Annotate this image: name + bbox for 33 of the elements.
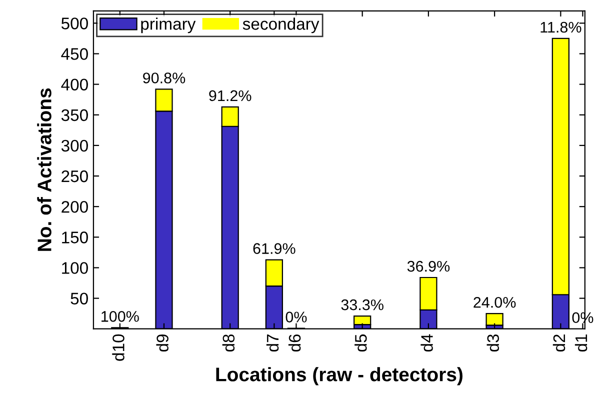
y-tick-label: 100 bbox=[62, 262, 88, 274]
annotation: 11.8% bbox=[540, 22, 582, 33]
y-tick-label: 300 bbox=[61, 140, 88, 152]
annotation: 90.8% bbox=[143, 72, 186, 84]
annotation: 0% bbox=[286, 312, 307, 322]
x-tick-label: d7 bbox=[266, 334, 279, 352]
annotation: 24.0% bbox=[474, 296, 516, 308]
y-tick-label: 50 bbox=[70, 292, 88, 304]
x-tick-label: d8 bbox=[222, 334, 235, 352]
x-tick-label: d10 bbox=[112, 334, 124, 361]
annotation: 91.2% bbox=[209, 90, 252, 102]
annotation: 61.9% bbox=[253, 243, 296, 254]
y-tick-label: 400 bbox=[61, 78, 88, 91]
x-tick-label: d4 bbox=[420, 334, 433, 352]
y-tick-label: 250 bbox=[62, 170, 88, 182]
annotation: 36.9% bbox=[407, 260, 450, 272]
y-tick-label: 350 bbox=[61, 109, 88, 122]
x-tick-label: d5 bbox=[354, 334, 367, 352]
x-axis-title: Locations (raw - detectors) bbox=[216, 367, 462, 386]
annotation: 33.3% bbox=[341, 299, 384, 310]
x-tick-label: d6 bbox=[288, 334, 301, 352]
annotation: 100% bbox=[102, 311, 139, 322]
x-tick-label: d2 bbox=[552, 334, 566, 352]
y-tick-label: 200 bbox=[62, 200, 88, 213]
y-axis-title: No. of Activations bbox=[37, 88, 52, 251]
x-tick-label: d9 bbox=[156, 334, 168, 352]
x-tick-label: d1 bbox=[574, 334, 588, 352]
y-tick-label: 500 bbox=[61, 18, 88, 30]
legend-label: secondary bbox=[242, 18, 320, 34]
x-tick-label: d3 bbox=[486, 334, 500, 352]
y-tick-label: 150 bbox=[62, 232, 88, 244]
y-tick-label: 450 bbox=[61, 48, 88, 60]
legend-label: primary bbox=[141, 18, 196, 34]
